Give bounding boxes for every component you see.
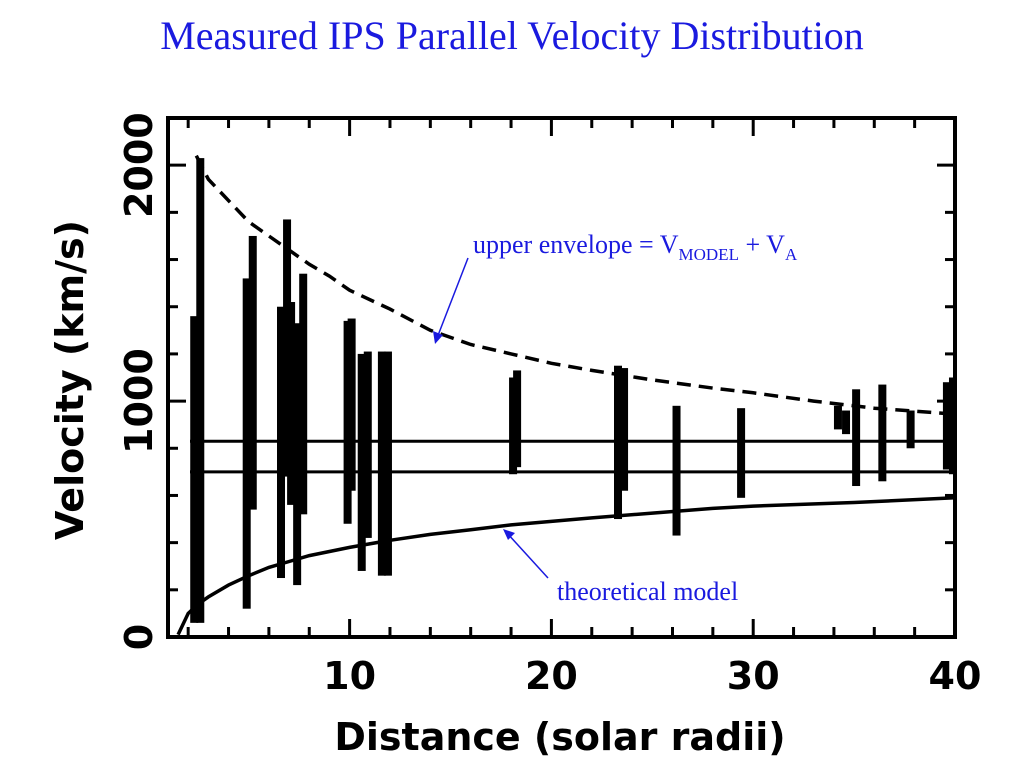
velocity-range-bar <box>363 351 372 538</box>
upper-envelope-arrowhead <box>433 331 443 344</box>
upper-envelope-label: upper envelope = VMODEL + VA <box>473 230 798 264</box>
velocity-range-bar <box>842 410 851 435</box>
y-tick-label: 1000 <box>117 348 161 454</box>
y-tick-label: 0 <box>117 624 161 650</box>
x-axis-title: Distance (solar radii) <box>334 715 785 759</box>
velocity-range-bar <box>614 365 623 520</box>
velocity-range-bar <box>377 351 386 576</box>
velocity-range-bar <box>948 377 957 475</box>
x-tick-label: 30 <box>727 654 780 698</box>
upper-envelope-curve <box>194 154 956 416</box>
x-tick-label: 40 <box>929 654 982 698</box>
velocity-range-bar <box>509 377 518 475</box>
theoretical-model-arrow <box>506 532 549 579</box>
velocity-range-bar <box>196 158 205 623</box>
velocity-range-bar <box>299 273 308 515</box>
x-tick-label: 10 <box>323 654 376 698</box>
theoretical-model-curve <box>176 496 956 636</box>
velocity-range-bar <box>343 320 352 524</box>
velocity-range-bar <box>347 318 356 491</box>
theoretical-model-arrowhead <box>503 529 515 540</box>
y-tick-label: 2000 <box>117 112 161 218</box>
chart-title: Measured IPS Parallel Velocity Distribut… <box>160 13 864 58</box>
velocity-range-bar <box>672 405 681 536</box>
theoretical-model-label: theoretical model <box>557 577 738 606</box>
velocity-range-bar <box>852 389 861 487</box>
velocity-range-bar <box>620 368 629 491</box>
velocity-range-bar <box>293 323 302 586</box>
y-axis-title: Velocity (km/s) <box>48 220 92 540</box>
velocity-range-bar <box>906 410 915 449</box>
velocity-range-bar <box>357 353 366 571</box>
velocity-range-bar <box>277 306 286 579</box>
velocity-range-bar <box>287 302 296 505</box>
upper-envelope-arrow <box>436 257 469 339</box>
velocity-range-bar <box>190 316 199 623</box>
velocity-range-bar <box>513 370 522 468</box>
velocity-range-bar <box>833 405 842 430</box>
x-tick-label: 20 <box>525 654 578 698</box>
velocity-range-bar <box>942 382 951 470</box>
velocity-range-bar <box>248 235 257 510</box>
velocity-range-bar <box>283 219 292 477</box>
velocity-range-bar <box>737 408 746 498</box>
velocity-range-bar <box>878 384 887 482</box>
velocity-range-bar <box>242 278 251 609</box>
velocity-range-bar <box>383 351 392 576</box>
chart-marks: 10 20 30 40 0 1000 2000 <box>117 112 981 698</box>
